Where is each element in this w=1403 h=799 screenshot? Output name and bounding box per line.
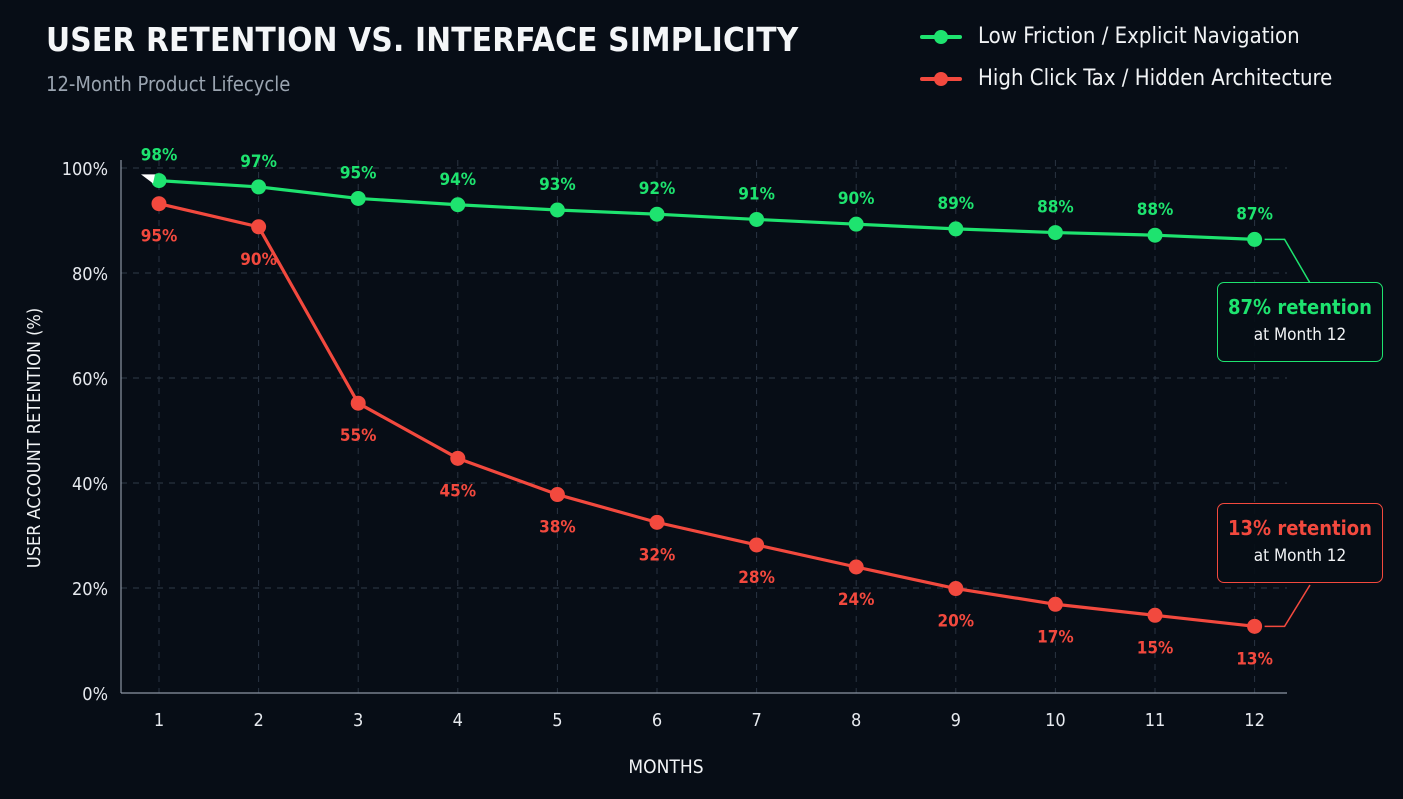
x-tick-label-1: 1 bbox=[154, 710, 164, 731]
data-point-high-click-tax-12 bbox=[1247, 618, 1263, 634]
y-tick-label-40: 40% bbox=[72, 474, 108, 495]
data-point-high-click-tax-2 bbox=[251, 219, 267, 235]
data-label-low-friction-5: 93% bbox=[539, 175, 576, 195]
data-point-high-click-tax-1 bbox=[151, 196, 167, 212]
data-point-low-friction-12 bbox=[1247, 231, 1263, 247]
x-tick-label-10: 10 bbox=[1045, 710, 1066, 731]
callout-connector-low-friction bbox=[1264, 238, 1311, 284]
data-point-low-friction-7 bbox=[749, 211, 765, 227]
x-tick-label-7: 7 bbox=[751, 710, 761, 731]
callout-low-friction-sub: at Month 12 bbox=[1253, 325, 1347, 345]
data-label-high-click-tax-1: 95% bbox=[141, 227, 178, 247]
data-label-high-click-tax-9: 20% bbox=[937, 612, 974, 632]
legend-swatch-low-friction bbox=[918, 30, 964, 44]
y-tick-label-60: 60% bbox=[72, 369, 108, 390]
start-pointer-marker bbox=[141, 174, 155, 184]
data-label-low-friction-12: 87% bbox=[1236, 204, 1273, 224]
data-point-low-friction-9 bbox=[948, 221, 964, 237]
data-label-high-click-tax-6: 32% bbox=[639, 545, 676, 565]
data-point-low-friction-6 bbox=[649, 206, 665, 222]
callout-high-click-tax: 13% retention at Month 12 bbox=[1217, 503, 1383, 583]
y-tick-label-0: 0% bbox=[82, 684, 108, 705]
data-point-low-friction-2 bbox=[251, 179, 267, 195]
data-point-high-click-tax-10 bbox=[1047, 596, 1063, 612]
data-label-low-friction-9: 89% bbox=[937, 194, 974, 214]
data-label-low-friction-10: 88% bbox=[1037, 198, 1074, 218]
y-tick-label-100: 100% bbox=[62, 159, 108, 180]
data-label-high-click-tax-8: 24% bbox=[838, 590, 875, 610]
data-point-high-click-tax-4 bbox=[450, 450, 466, 466]
data-label-high-click-tax-2: 90% bbox=[240, 250, 277, 270]
callout-low-friction: 87% retention at Month 12 bbox=[1217, 282, 1383, 362]
data-point-low-friction-11 bbox=[1147, 227, 1163, 243]
series-line-low-friction bbox=[158, 179, 1255, 241]
data-point-high-click-tax-8 bbox=[848, 559, 864, 575]
x-tick-label-2: 2 bbox=[253, 710, 263, 731]
data-point-high-click-tax-6 bbox=[649, 514, 665, 530]
x-axis-title: MONTHS bbox=[628, 756, 703, 778]
x-tick-label-11: 11 bbox=[1145, 710, 1166, 731]
data-point-low-friction-4 bbox=[450, 197, 466, 213]
legend-swatch-high-click-tax bbox=[918, 72, 964, 86]
data-label-low-friction-2: 97% bbox=[240, 152, 277, 172]
callout-high-click-tax-sub: at Month 12 bbox=[1253, 546, 1347, 566]
data-label-low-friction-8: 90% bbox=[838, 189, 875, 209]
data-label-high-click-tax-10: 17% bbox=[1037, 627, 1074, 647]
chart-subtitle: 12-Month Product Lifecycle bbox=[46, 72, 291, 96]
data-label-high-click-tax-11: 15% bbox=[1137, 638, 1174, 658]
data-label-low-friction-7: 91% bbox=[738, 184, 775, 204]
series-line-high-click-tax bbox=[158, 202, 1255, 628]
x-tick-label-5: 5 bbox=[552, 710, 562, 731]
x-tick-label-12: 12 bbox=[1244, 710, 1265, 731]
x-tick-label-9: 9 bbox=[951, 710, 961, 731]
y-tick-label-80: 80% bbox=[72, 264, 108, 285]
data-label-low-friction-1: 98% bbox=[141, 146, 178, 166]
data-label-low-friction-3: 95% bbox=[340, 163, 377, 183]
data-point-high-click-tax-9 bbox=[948, 581, 964, 597]
data-point-low-friction-10 bbox=[1047, 225, 1063, 241]
data-label-high-click-tax-5: 38% bbox=[539, 518, 576, 538]
data-point-low-friction-3 bbox=[350, 190, 366, 206]
legend-label-high-click-tax: High Click Tax / Hidden Architecture bbox=[978, 66, 1333, 91]
data-point-high-click-tax-3 bbox=[350, 395, 366, 411]
y-tick-label-20: 20% bbox=[72, 579, 108, 600]
data-point-high-click-tax-11 bbox=[1147, 607, 1163, 623]
x-tick-label-6: 6 bbox=[652, 710, 662, 731]
legend-label-low-friction: Low Friction / Explicit Navigation bbox=[978, 24, 1300, 49]
chart-title: USER RETENTION VS. INTERFACE SIMPLICITY bbox=[46, 20, 799, 59]
data-label-high-click-tax-7: 28% bbox=[738, 568, 775, 588]
legend-dot-low-friction bbox=[934, 30, 948, 44]
data-point-low-friction-1 bbox=[151, 173, 167, 189]
callout-low-friction-main: 87% retention bbox=[1228, 295, 1372, 319]
callout-high-click-tax-main: 13% retention bbox=[1228, 516, 1372, 540]
data-label-low-friction-6: 92% bbox=[639, 179, 676, 199]
callout-connector-high-click-tax bbox=[1264, 584, 1311, 628]
data-label-high-click-tax-3: 55% bbox=[340, 426, 377, 446]
legend-dot-high-click-tax bbox=[934, 72, 948, 86]
data-point-low-friction-8 bbox=[848, 216, 864, 232]
data-point-high-click-tax-5 bbox=[549, 487, 565, 503]
x-tick-label-4: 4 bbox=[453, 710, 463, 731]
data-label-low-friction-11: 88% bbox=[1137, 200, 1174, 220]
x-tick-label-8: 8 bbox=[851, 710, 861, 731]
data-label-high-click-tax-12: 13% bbox=[1236, 649, 1273, 669]
data-label-high-click-tax-4: 45% bbox=[439, 481, 476, 501]
data-label-low-friction-4: 94% bbox=[439, 170, 476, 190]
data-point-low-friction-5 bbox=[549, 202, 565, 218]
x-tick-label-3: 3 bbox=[353, 710, 363, 731]
y-axis-title: USER ACCOUNT RETENTION (%) bbox=[24, 308, 45, 568]
data-point-high-click-tax-7 bbox=[749, 537, 765, 553]
